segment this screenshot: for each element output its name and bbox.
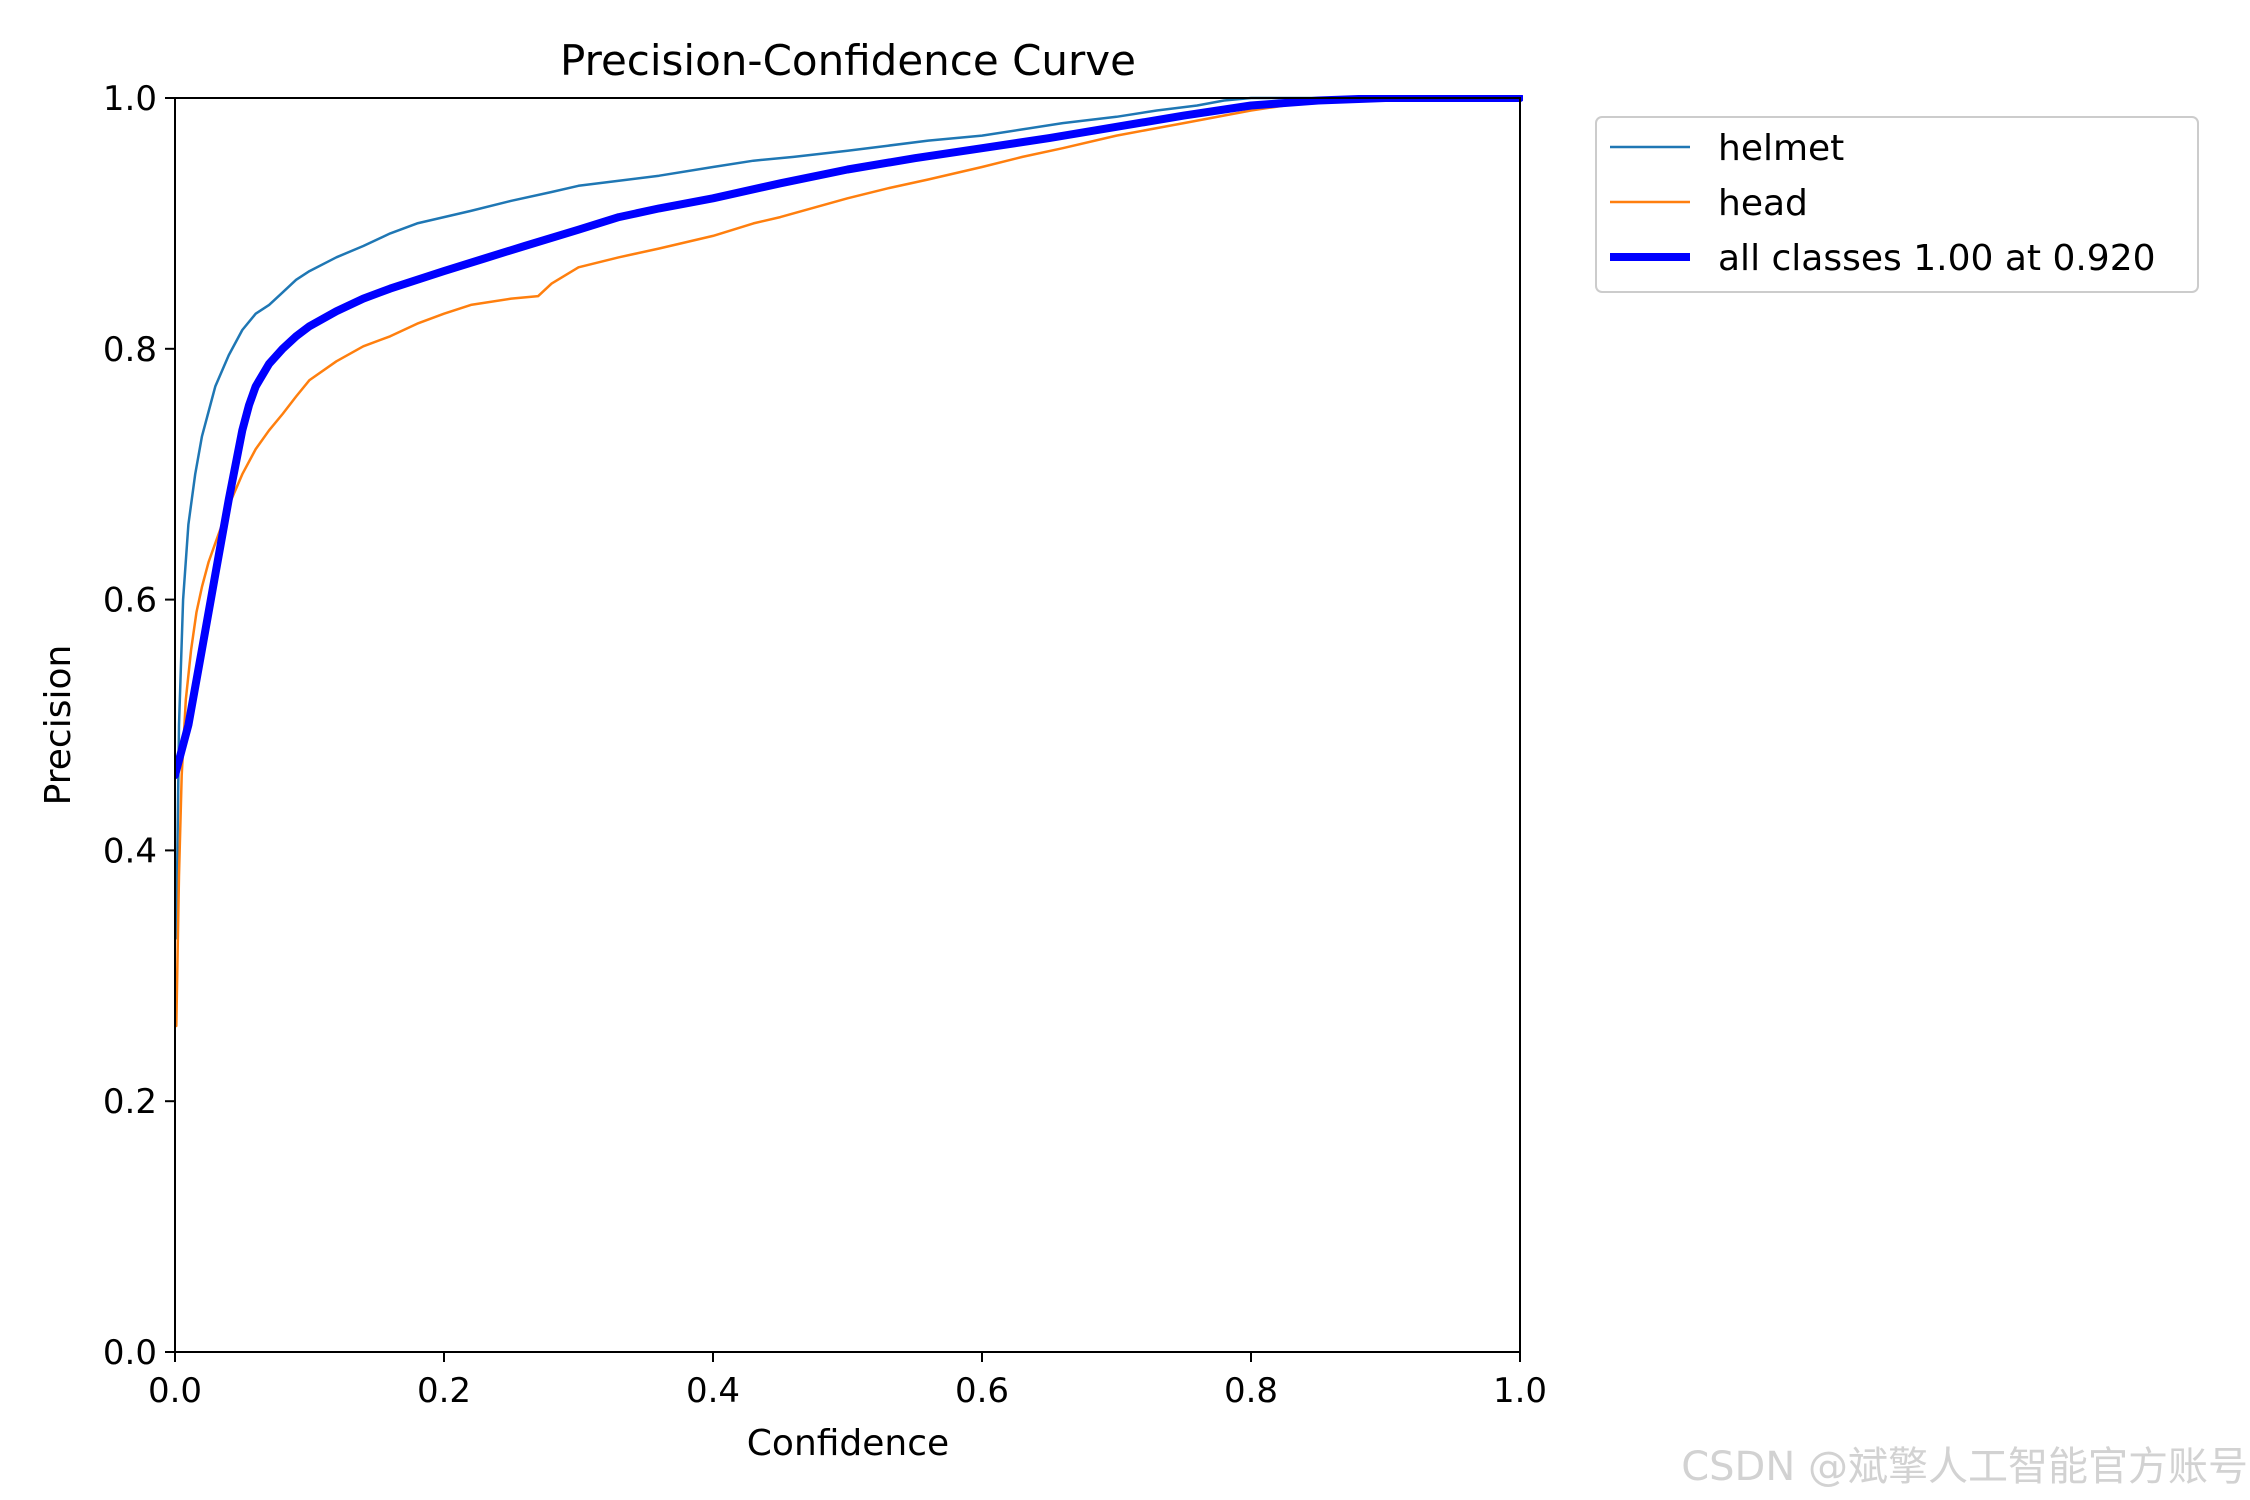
x-axis: 0.0 0.2 0.4 0.6 0.8 1.0 [148, 1352, 1547, 1411]
series-line-head [175, 96, 1522, 1028]
x-tick-label: 0.2 [417, 1371, 471, 1411]
series-layer [175, 95, 1523, 1028]
y-tick-label: 0.4 [103, 831, 157, 871]
x-axis-label: Confidence [747, 1423, 949, 1464]
y-tick-label: 0.2 [103, 1082, 157, 1122]
series-line-all [175, 95, 1523, 780]
y-tick-label: 0.6 [103, 581, 157, 621]
legend-label: all classes 1.00 at 0.920 [1718, 238, 2156, 279]
y-axis: 0.0 0.2 0.4 0.6 0.8 1.0 [103, 79, 175, 1373]
legend-box [1595, 116, 2199, 293]
watermark: CSDN @斌擎人工智能官方账号 [1681, 1444, 2248, 1490]
plot-area [174, 95, 1523, 1353]
y-tick-label: 1.0 [103, 79, 157, 119]
plot-frame [174, 97, 1521, 1353]
y-axis-label: Precision [38, 645, 79, 806]
legend: helmet head all classes 1.00 at 0.920 [1595, 116, 2199, 293]
x-tick-label: 0.4 [686, 1371, 740, 1411]
x-tick-label: 0.6 [955, 1371, 1009, 1411]
chart-title: Precision-Confidence Curve [560, 36, 1136, 85]
x-tick-label: 0.0 [148, 1371, 202, 1411]
x-tick-label: 1.0 [1493, 1371, 1547, 1411]
legend-label: head [1718, 183, 1808, 224]
y-tick-label: 0.0 [103, 1333, 157, 1373]
legend-label: helmet [1718, 128, 1844, 169]
x-tick-label: 0.8 [1224, 1371, 1278, 1411]
series-line-helmet [175, 96, 1522, 940]
y-tick-label: 0.8 [103, 330, 157, 370]
